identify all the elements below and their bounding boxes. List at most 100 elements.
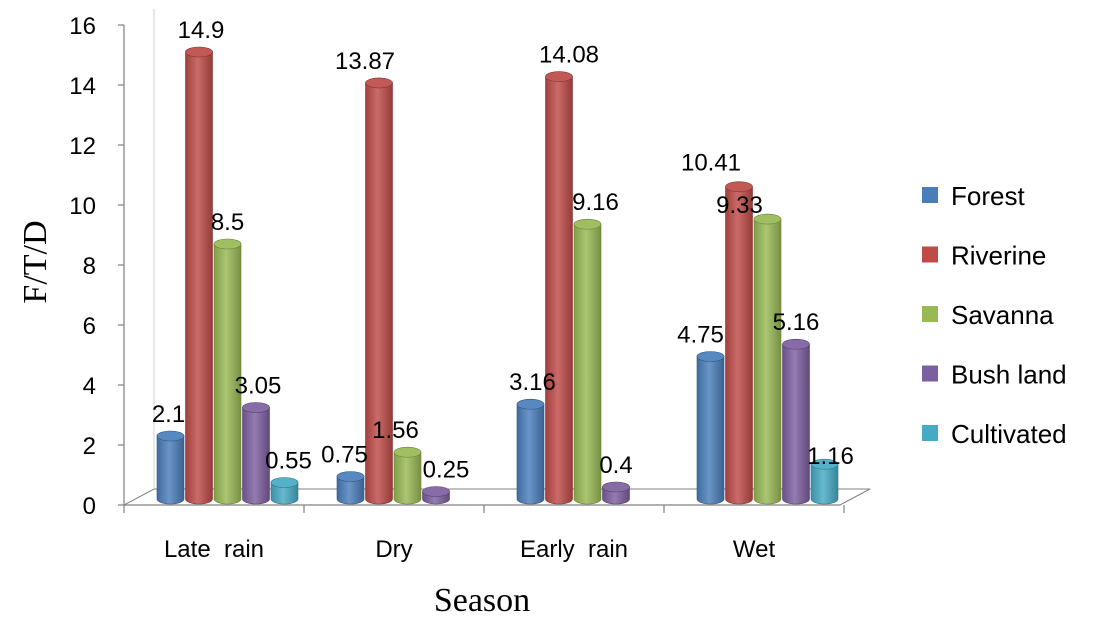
y-tick-label: 12 [69,133,96,160]
data-labels: 2.1 14.9 8.5 3.05 0.55 0.75 13.87 1.560.25 3.16 1… [152,17,854,484]
bar-top [422,486,450,497]
bar-top [696,351,725,362]
y-tick-label: 2 [83,433,96,460]
data-label: 5.16 [773,309,820,336]
data-label: 1.16 [807,443,854,470]
bar-forest [156,430,185,505]
bar-riverine [365,77,393,505]
bar-forest [336,471,365,505]
bar-body [185,51,213,505]
legend-label: Bush land [951,360,1067,390]
x-tick-label: Dry [375,536,412,563]
legend-label: Forest [951,181,1025,211]
bar-body [516,403,545,505]
bar-body [696,356,725,505]
bar-savanna [753,213,782,505]
bar-riverine [725,181,753,505]
legend: Forest Riverine Savanna Bush land Cultivated [922,181,1067,449]
legend-label: Savanna [951,300,1054,330]
bar-forest [516,398,545,505]
bar-top [725,181,753,192]
legend-swatch [922,246,938,263]
bar-bush-land [422,486,450,505]
bar-top [242,402,270,413]
data-label: 2.1 [152,401,185,428]
bar-body [545,76,573,505]
bar-body [810,463,839,505]
bar-top [185,46,213,58]
bar-top [336,471,365,482]
bar-top [810,458,839,470]
legend-swatch [922,187,938,203]
y-tick-label: 14 [69,73,96,100]
bar-body [270,482,299,505]
y-tick-label: 4 [83,373,96,400]
bar-body [156,435,185,505]
axes: 0 2 4 6 8 10 12 14 16 Late rain Dry Early rain Wet [69,9,871,563]
y-tick-label: 6 [83,313,96,340]
data-label: 3.05 [235,373,282,400]
bar-bush-land [602,481,630,505]
bar-top [545,71,573,82]
bar-body [365,82,393,505]
legend-label: Cultivated [951,419,1067,449]
data-label: 3.16 [509,369,556,396]
bar-top [270,477,299,488]
bar-body [573,223,602,505]
bar-riverine [545,71,573,505]
bar-bush-land [782,338,810,505]
data-label: 0.75 [321,442,368,469]
data-label: 9.33 [716,192,763,219]
data-label: 8.5 [211,209,244,236]
data-label: 0.25 [423,457,470,484]
bar-top [393,446,422,458]
bar-top [753,213,782,225]
bar-body [725,186,753,505]
bar-forest [696,351,725,505]
bar-riverine [185,46,213,505]
x-tick-label: Early rain [520,536,628,563]
bar-body [242,407,270,505]
data-label: 0.55 [265,448,312,475]
data-label: 9.16 [572,189,619,216]
bar-body [213,243,242,505]
bar-body [753,218,782,505]
y-tick-label: 10 [69,193,96,220]
bar-body [782,343,810,505]
bar-body [336,476,365,505]
bar-body [393,451,422,505]
data-label: 1.56 [372,417,419,444]
bar-top [213,238,242,250]
bar-top [573,218,602,230]
data-label: 14.08 [539,42,599,69]
data-label: 0.4 [599,452,632,479]
bar-cultivated [810,458,839,505]
x-tick-label: Late rain [164,536,264,563]
data-label: 14.9 [178,17,225,44]
bar-top [365,77,393,89]
bar-cultivated [270,477,299,505]
bar-top [516,398,545,410]
data-label: 4.75 [677,322,724,349]
legend-label: Riverine [951,241,1046,271]
legend-swatch [922,365,938,382]
y-tick-label: 16 [69,13,96,40]
bar-savanna [393,446,422,505]
data-label: 10.41 [681,150,741,177]
y-tick-label: 8 [83,253,96,280]
y-tick-label: 0 [83,493,96,520]
bar-savanna [213,238,242,505]
bar-top [782,338,810,350]
bar-top [156,430,185,442]
legend-swatch [922,425,938,441]
data-label: 13.87 [335,48,395,75]
legend-swatch [922,306,938,322]
bar-top [602,481,630,493]
bars [156,46,839,505]
y-axis-title: F/T/D [17,220,54,303]
x-tick-label: Wet [733,536,776,563]
bar-bush-land [242,402,270,505]
x-axis-title: Season [434,582,530,618]
